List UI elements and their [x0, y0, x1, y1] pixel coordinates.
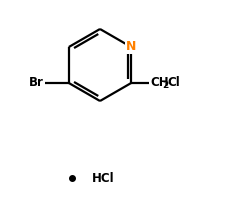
- Text: CH: CH: [150, 75, 169, 88]
- Text: N: N: [126, 40, 136, 53]
- Text: 2: 2: [162, 81, 168, 90]
- Text: Br: Br: [29, 76, 44, 89]
- Text: HCl: HCl: [92, 171, 115, 184]
- Text: Cl: Cl: [167, 75, 180, 88]
